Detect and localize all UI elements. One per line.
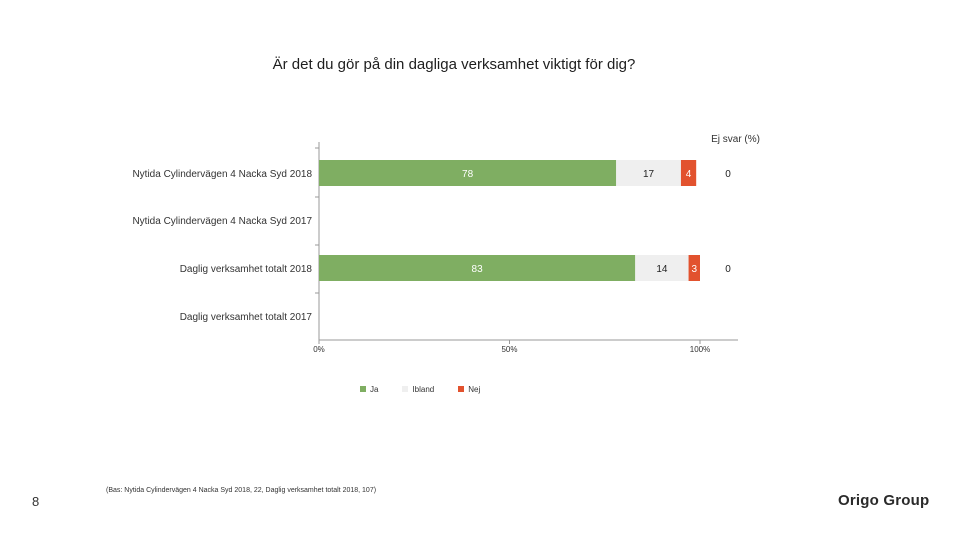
- legend-swatch-ibland: [402, 386, 409, 392]
- legend-item-ibland: Ibland: [402, 385, 434, 394]
- category-label-3: Daglig verksamhet totalt 2017: [180, 312, 313, 323]
- legend-label-ibland: Ibland: [412, 384, 435, 394]
- bar-ja-2: [319, 255, 636, 281]
- data-label-ja-2: 83: [472, 264, 484, 275]
- bar-ibland-2: [635, 255, 689, 281]
- data-label-nej-0: 4: [686, 169, 692, 180]
- no-answer-header: Ej svar (%): [711, 134, 760, 145]
- category-label-2: Daglig verksamhet totalt 2018: [180, 264, 313, 275]
- brand-logo-text: Origo Group: [838, 492, 930, 509]
- x-tick-label-2: 100%: [690, 345, 710, 354]
- legend-swatch-nej: [458, 386, 465, 392]
- category-label-0: Nytida Cylindervägen 4 Nacka Syd 2018: [132, 169, 312, 180]
- footnote: (Bas: Nytida Cylindervägen 4 Nacka Syd 2…: [106, 487, 377, 494]
- no-answer-value-2: 0: [725, 264, 731, 275]
- x-tick-label-1: 50%: [501, 345, 517, 354]
- data-label-ja-0: 78: [462, 169, 474, 180]
- legend-item-nej: Nej: [458, 385, 480, 394]
- data-label-ibland-0: 17: [643, 169, 655, 180]
- x-tick-label-0: 0%: [313, 345, 325, 354]
- legend-item-ja: Ja: [360, 385, 378, 394]
- bar-ibland-0: [616, 160, 681, 186]
- legend-label-ja: Ja: [370, 384, 379, 394]
- category-label-1: Nytida Cylindervägen 4 Nacka Syd 2017: [132, 216, 312, 227]
- bar-nej-2: [688, 255, 700, 281]
- chart-title: Är det du gör på din dagliga verksamhet …: [272, 56, 636, 73]
- data-label-nej-2: 3: [692, 264, 698, 275]
- page-number: 8: [32, 494, 40, 509]
- legend-swatch-ja: [360, 386, 366, 392]
- bar-ja-0: [319, 160, 617, 186]
- legend-label-nej: Nej: [468, 384, 481, 394]
- no-answer-value-0: 0: [725, 169, 731, 180]
- bar-nej-0: [680, 160, 697, 186]
- data-label-ibland-2: 14: [656, 264, 668, 275]
- chart-legend: Ja Ibland Nej: [360, 383, 480, 395]
